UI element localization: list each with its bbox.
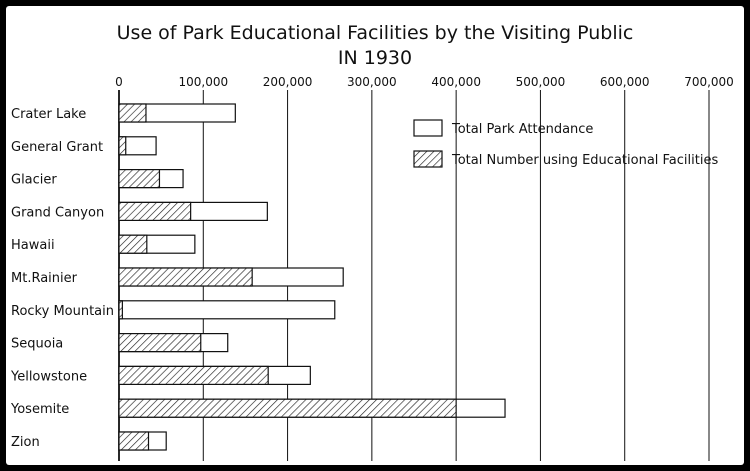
x-tick-label: 200,000: [263, 75, 313, 89]
legend-label-attendance: Total Park Attendance: [451, 122, 593, 137]
x-tick-label: 300,000: [347, 75, 397, 89]
bar-educational-use: [118, 201, 192, 221]
bar-layer: [118, 103, 506, 451]
category-label: General Grant: [11, 140, 103, 155]
bar-educational-use: [118, 398, 457, 418]
bar-educational-use: [118, 365, 269, 385]
category-label: Glacier: [11, 173, 57, 188]
bar-educational-use: [118, 136, 127, 156]
bar-total-attendance: [118, 300, 336, 320]
x-tick-label: 0: [115, 75, 123, 89]
chart-frame: Use of Park Educational Facilities by th…: [6, 6, 744, 465]
x-tick-label: 400,000: [431, 75, 481, 89]
x-tick-label: 600,000: [600, 75, 650, 89]
bar-educational-use: [118, 234, 148, 254]
category-layer: Crater Lake General Grant Glacier Grand Can…: [10, 107, 114, 450]
category-label: Yellowstone: [10, 369, 87, 384]
bar-educational-use: [118, 431, 150, 451]
bar-educational-use: [118, 333, 202, 353]
tick-layer: 0 100,000 200,000 300,000 400,000 500,000 600,…: [115, 75, 734, 89]
category-label: Grand Canyon: [11, 205, 104, 220]
bar-educational-use: [118, 169, 161, 189]
category-label: Sequoia: [11, 337, 63, 352]
category-label: Mt.Rainier: [11, 271, 78, 286]
bar-educational-use: [118, 103, 147, 123]
legend-swatch-attendance: [413, 119, 443, 137]
category-label: Zion: [11, 435, 40, 450]
bar-educational-use: [118, 267, 253, 287]
category-label: Hawaii: [11, 238, 55, 253]
category-label: Rocky Mountain: [11, 304, 114, 319]
legend-swatch-educational: [413, 150, 443, 168]
x-tick-label: 500,000: [516, 75, 566, 89]
x-tick-label: 700,000: [684, 75, 734, 89]
chart-title: Use of Park Educational Facilities by th…: [117, 22, 634, 44]
chart-svg: Use of Park Educational Facilities by th…: [10, 22, 734, 461]
chart-subtitle: IN 1930: [338, 47, 412, 69]
bar-educational-use: [118, 300, 123, 320]
category-label: Crater Lake: [11, 107, 86, 122]
category-label: Yosemite: [10, 402, 69, 417]
legend: Total Park Attendance Total Number using…: [413, 119, 718, 168]
legend-label-educational: Total Number using Educational Facilitie…: [451, 153, 718, 168]
x-tick-label: 100,000: [178, 75, 228, 89]
